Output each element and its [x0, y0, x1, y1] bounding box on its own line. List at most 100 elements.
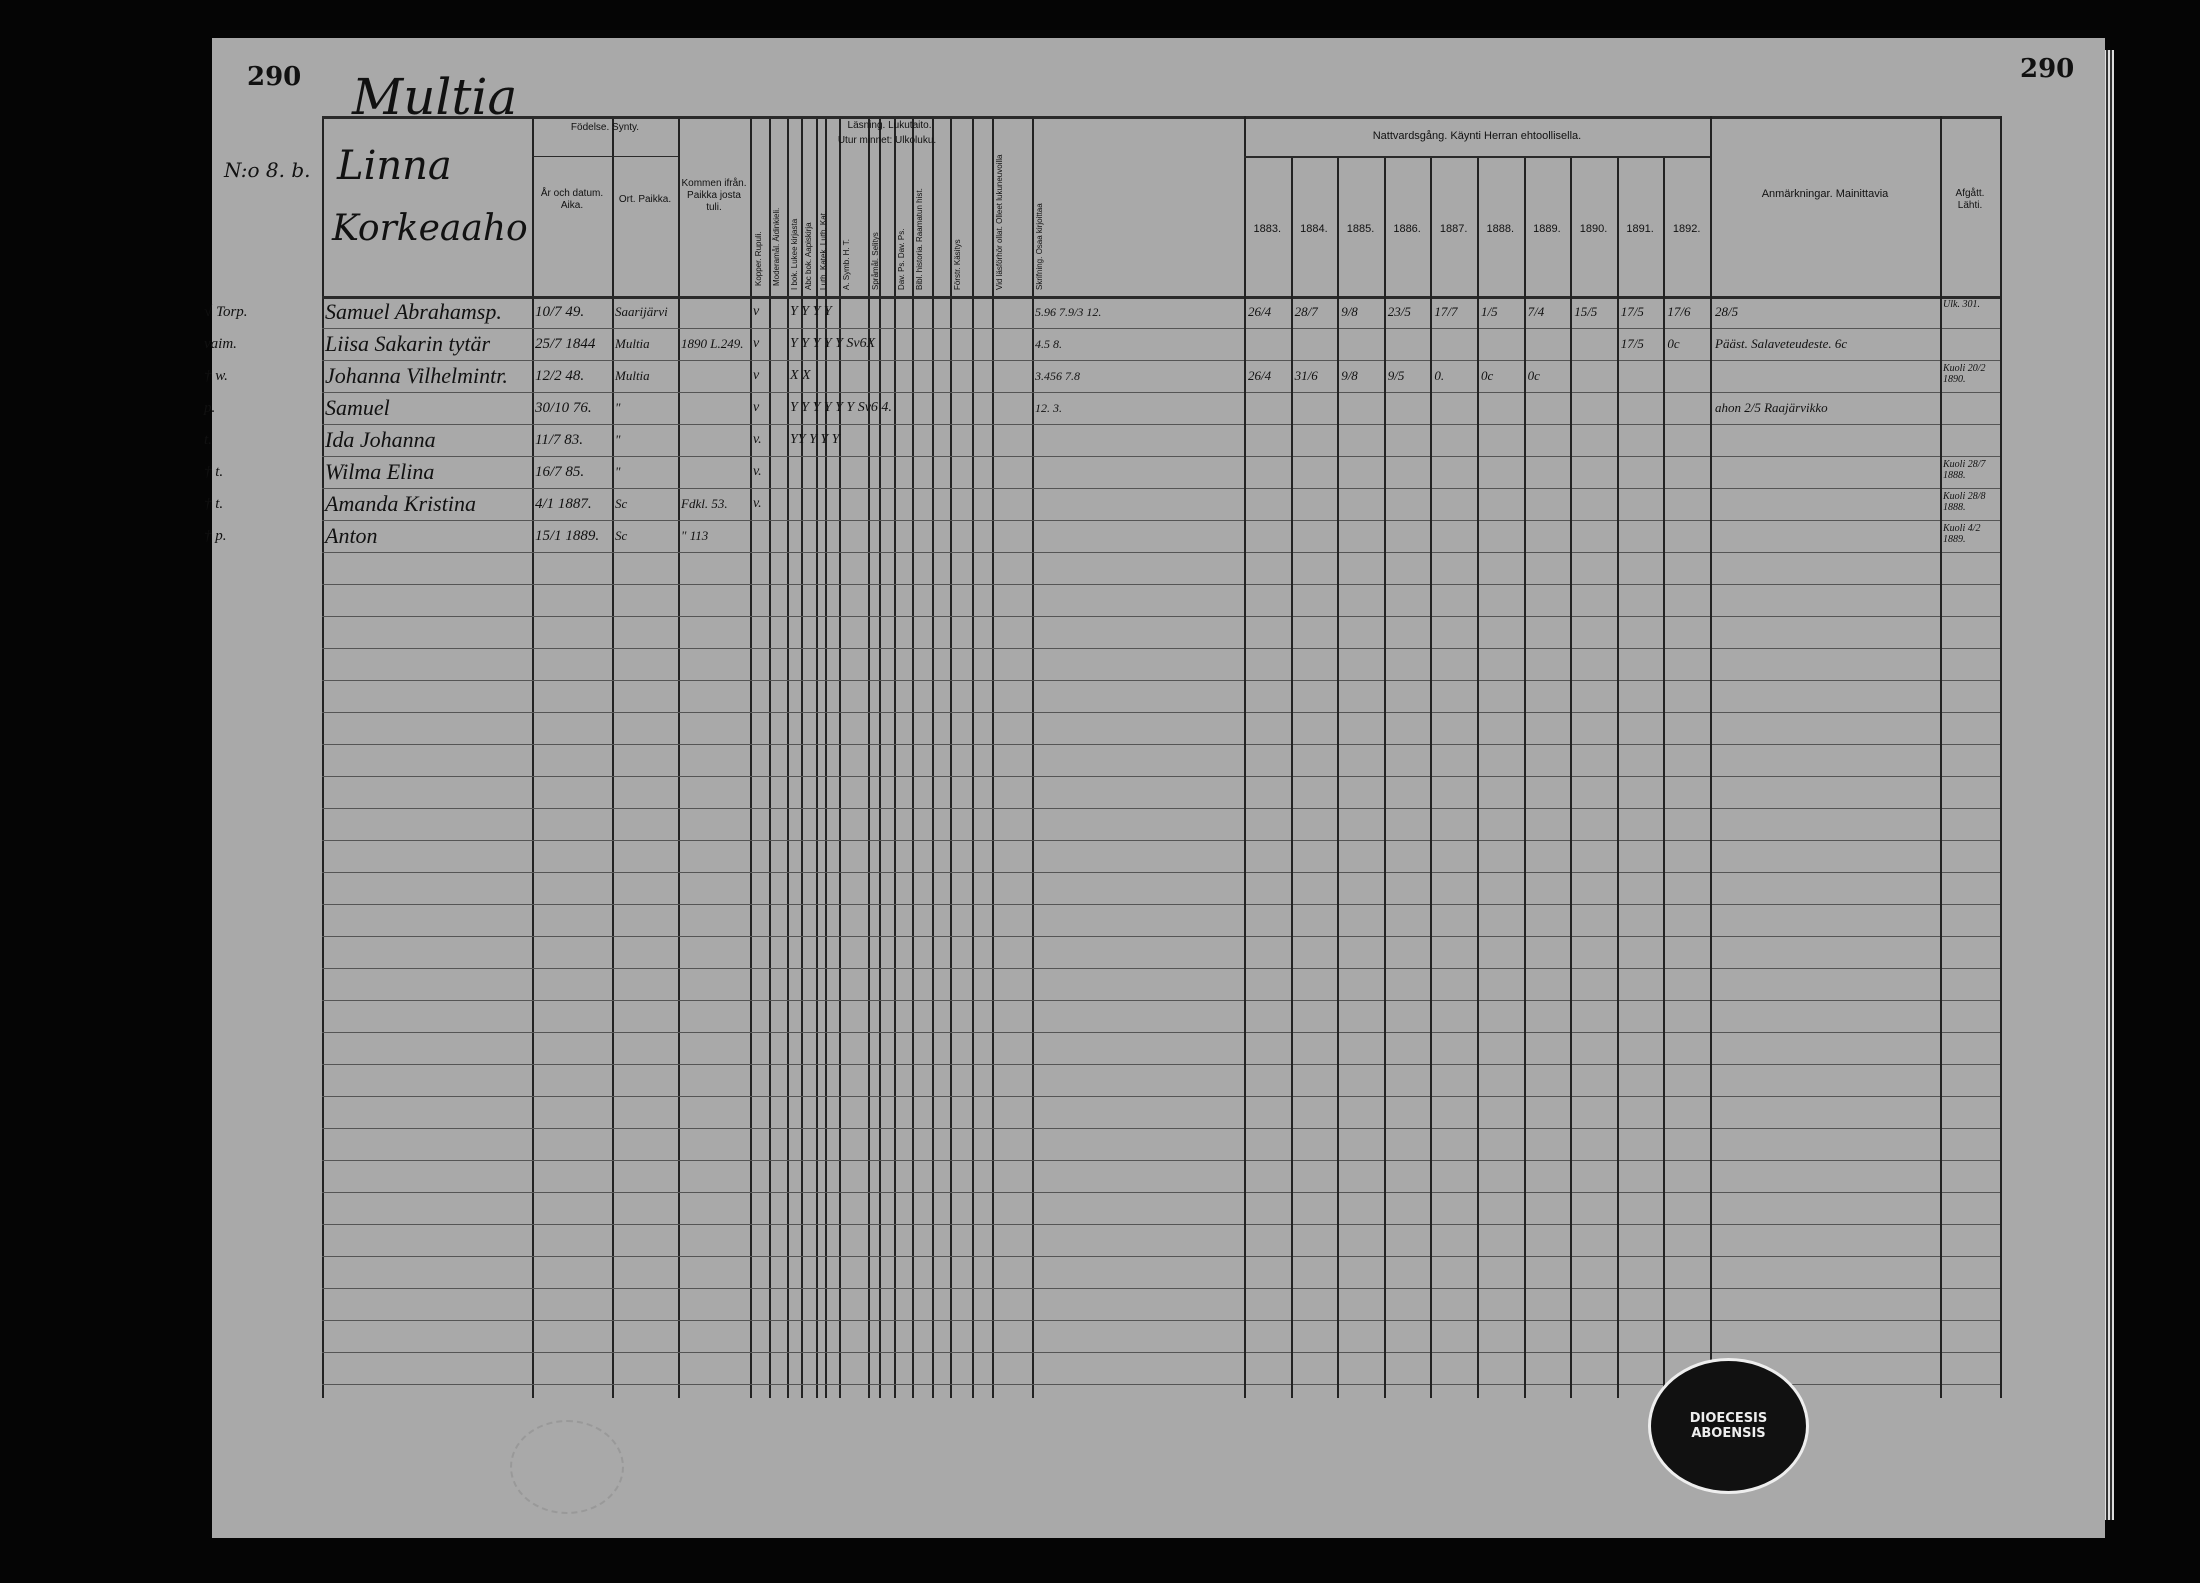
- exam-marks: 12. 3.: [1035, 401, 1062, 415]
- exam-marks: 4.5 8.: [1035, 337, 1062, 351]
- column-line: [750, 116, 752, 1398]
- communion-date: 15/5: [1574, 304, 1598, 319]
- came-from: 1890 L.249.: [681, 336, 744, 351]
- column-line: [1244, 116, 1246, 1398]
- column-line: [972, 116, 974, 1398]
- communion-date: 9/5: [1387, 368, 1405, 383]
- reading-marks: Y Y Y Y: [790, 304, 832, 319]
- row-line: [322, 712, 1160, 713]
- departed-note: Kuoli 28/7 1888.: [1943, 459, 1986, 481]
- communion-date: 23/5: [1387, 304, 1411, 319]
- row-line: [1160, 456, 2000, 457]
- departed-note: Kuoli 28/8 1888.: [1943, 491, 1986, 513]
- year-header: 1886.: [1393, 223, 1421, 235]
- departed-note: Kuoli 4/2 1889.: [1943, 523, 1981, 545]
- communion-date: 17/5: [1620, 304, 1644, 319]
- birth-date: 11/7 83.: [535, 432, 584, 448]
- row-line: [1160, 520, 2000, 521]
- row-mark: † t.: [204, 464, 224, 480]
- header-bottom-line: [1160, 296, 2000, 299]
- column-line: [1710, 116, 1712, 1398]
- column-line: [801, 116, 803, 1398]
- row-line: [1160, 872, 2000, 873]
- row-line: [322, 1064, 1160, 1065]
- row-line: [322, 776, 1160, 777]
- remark-text: 28/5: [1715, 304, 1739, 319]
- row-line: [1160, 1096, 2000, 1097]
- row-line: [322, 1320, 1160, 1321]
- person-name: Johanna Vilhelmintr.: [325, 363, 508, 388]
- came-from-header: Kommen ifrån. Paikka josta tuli.: [681, 178, 747, 213]
- reading-marks: X X: [790, 368, 811, 383]
- row-line: [1160, 936, 2000, 937]
- communion-date: 9/8: [1341, 368, 1358, 383]
- smallpox-mark: v.: [753, 464, 762, 479]
- birth-place: Multia: [615, 368, 650, 383]
- row-mark: vaim.: [204, 336, 237, 352]
- row-mark: † t.: [204, 496, 224, 512]
- row-line: [322, 1384, 1160, 1385]
- reading-subheader: Språmål. Selitys: [871, 232, 880, 290]
- birth-date: 4/1 1887.: [535, 496, 592, 512]
- birth-date: 16/7 85.: [535, 464, 585, 480]
- communion-date: 0c: [1481, 368, 1494, 383]
- row-line: [322, 808, 1160, 809]
- person-name: Wilma Elina: [325, 459, 435, 484]
- departed-note: Ulk. 301.: [1943, 299, 1980, 310]
- row-line: [322, 680, 1160, 681]
- column-line: [868, 116, 870, 1398]
- reading-subheader: Luth. Katek. Luth. Kat.: [819, 210, 828, 290]
- birth-divider: [532, 156, 678, 157]
- column-line: [769, 116, 771, 1398]
- birth-place: Saarijärvi: [615, 304, 668, 319]
- reading-subheader: Abc bok. Aapiskirja: [804, 222, 813, 290]
- farm-name: Korkeaaho: [332, 208, 528, 249]
- row-line: [322, 1352, 1160, 1353]
- row-line: [1160, 1032, 2000, 1033]
- household-number: N:o 8. b.: [224, 158, 311, 182]
- column-line: [322, 116, 324, 1398]
- column-line: [1523, 158, 1526, 1398]
- year-date-header: År och datum. Aika.: [540, 188, 604, 211]
- row-line: [1160, 360, 2000, 361]
- column-line: [1570, 158, 1573, 1398]
- page-number-left: 290: [247, 62, 302, 92]
- reading-marks: Y Y Y Y Y Sv6X: [790, 336, 876, 351]
- row-mark: √ Torp.: [204, 304, 248, 320]
- column-line: [612, 116, 614, 1398]
- column-line: [2000, 116, 2002, 1398]
- row-line: [322, 744, 1160, 745]
- column-line: [932, 116, 934, 1398]
- right-page: 290 Nattvardsgång. Käynti Herran ehtooll…: [1160, 38, 2105, 1538]
- column-line: [1337, 158, 1340, 1398]
- row-line: [1160, 808, 2000, 809]
- birth-date: 10/7 49.: [535, 304, 585, 320]
- communion-header: Nattvardsgång. Käynti Herran ehtoollisel…: [1372, 130, 1582, 142]
- row-mark: † w.: [204, 368, 228, 384]
- row-line: [322, 1096, 1160, 1097]
- reading-subheader: A. Symb. H. T.: [842, 239, 851, 290]
- communion-date: 28/7: [1294, 304, 1318, 319]
- year-header: 1888.: [1486, 223, 1515, 235]
- column-line: [992, 116, 994, 1398]
- birth-date: 12/2 48.: [535, 368, 585, 384]
- remarks-header: Anmärkningar. Mainittavia: [1761, 188, 1889, 200]
- row-line: [322, 1192, 1160, 1193]
- row-line: [322, 1128, 1160, 1129]
- birth-date: 15/1 1889.: [535, 528, 600, 544]
- birth-header: Födelse. Synty.: [570, 122, 640, 133]
- row-line: [1160, 584, 2000, 585]
- year-header: 1889.: [1533, 223, 1561, 235]
- row-line: [322, 872, 1160, 873]
- row-line: [1160, 712, 2000, 713]
- table-top-line: [1160, 116, 2000, 119]
- communion-divider: [1244, 156, 1710, 158]
- row-line: [322, 840, 1160, 841]
- row-line: [1160, 648, 2000, 649]
- row-line: [322, 488, 1160, 489]
- smallpox-mark: v: [753, 336, 760, 351]
- column-line: [950, 116, 952, 1398]
- exam-marks: 5.96 7.9/3 12.: [1035, 305, 1102, 319]
- column-line: [1616, 158, 1619, 1398]
- row-line: [1160, 840, 2000, 841]
